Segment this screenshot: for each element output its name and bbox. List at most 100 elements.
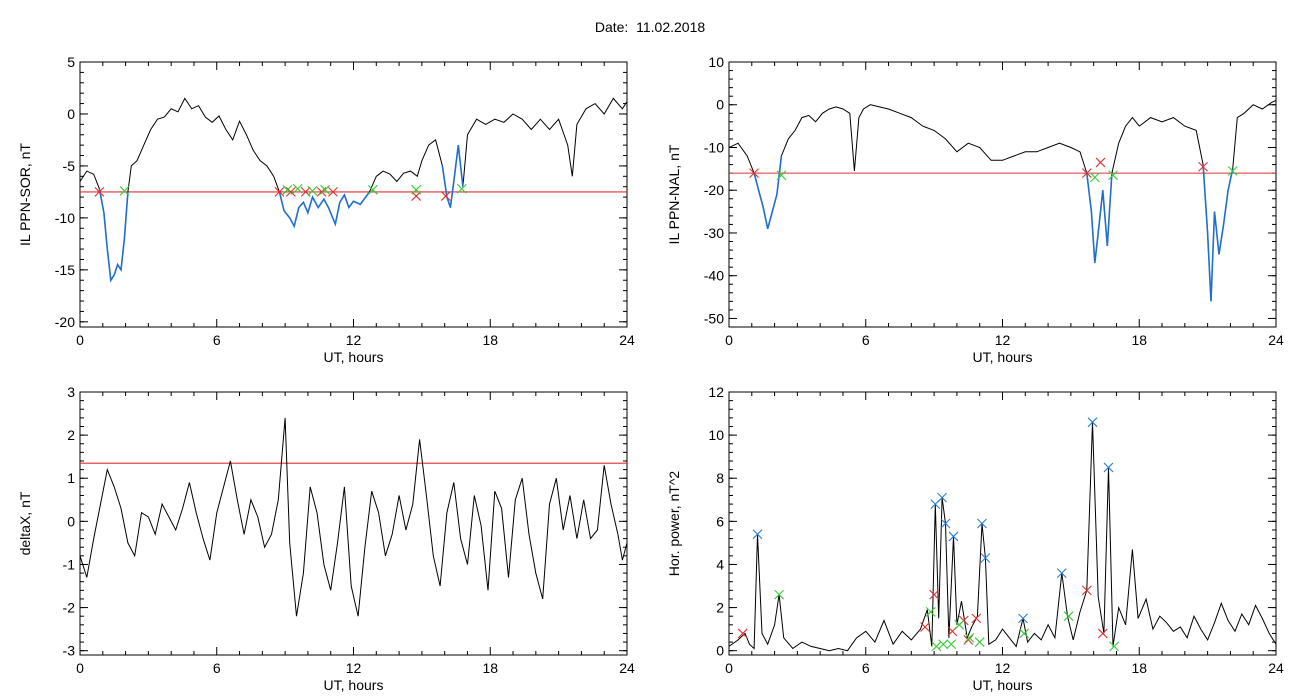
marker-green	[367, 184, 378, 195]
date-value: 11.02.2018	[636, 19, 706, 35]
marker-green-b	[1019, 628, 1030, 639]
marker-red-b	[440, 191, 451, 201]
marker-green-b	[1109, 641, 1120, 652]
marker-green-b	[411, 184, 422, 195]
y-tick-label: 4	[716, 556, 724, 572]
x-tick-label: 18	[482, 332, 498, 348]
marker-green	[292, 183, 303, 194]
marker-blue-b	[1087, 417, 1098, 428]
plot-frame	[728, 61, 1277, 328]
marker-green	[774, 589, 785, 600]
marker-green	[1108, 170, 1118, 181]
marker-red	[971, 613, 982, 624]
x-tick-label: 0	[76, 332, 84, 348]
y-tick-label: -5	[63, 158, 76, 174]
marker-red-b	[929, 589, 940, 600]
highlight-segment	[1086, 173, 1113, 263]
figure-title: Date: 11.02.2018	[0, 19, 1300, 35]
marker-blue-b	[940, 518, 951, 529]
x-tick-label: 12	[346, 332, 362, 348]
marker-red-b	[1081, 585, 1092, 596]
marker-red	[328, 187, 338, 197]
y-tick-label: -3	[63, 643, 76, 659]
y-axis-label: IL PPN-NAL, nT	[666, 144, 682, 244]
y-tick-label: 12	[708, 384, 724, 400]
marker-red	[963, 635, 974, 645]
marker-green-b	[119, 185, 130, 196]
marker-green-b	[292, 183, 303, 194]
y-tick-label: 0	[716, 643, 724, 659]
marker-green-b	[931, 641, 942, 652]
y-tick-label: -20	[704, 182, 724, 198]
marker-blue	[977, 518, 987, 529]
marker-green-b	[974, 637, 985, 647]
plot-frame	[79, 61, 628, 328]
x-tick-label: 18	[482, 660, 498, 676]
x-tick-label: 24	[619, 332, 635, 348]
marker-green	[964, 632, 975, 643]
marker-red	[94, 187, 105, 197]
y-tick-label: 1	[67, 470, 75, 486]
marker-green-b	[1063, 611, 1074, 622]
x-tick-label: 24	[619, 660, 635, 676]
x-tick-label: 6	[213, 660, 221, 676]
marker-red	[1198, 161, 1208, 172]
y-axis-label: IL PPN-SOR, nT	[17, 143, 33, 246]
y-tick-label: 2	[67, 427, 75, 443]
marker-red-b	[737, 628, 748, 639]
marker-green-b	[925, 606, 936, 617]
marker-red-b	[920, 622, 930, 632]
marker-red	[749, 168, 759, 179]
marker-blue	[1103, 462, 1114, 473]
y-tick-label: 10	[708, 54, 724, 70]
marker-green	[1019, 628, 1030, 639]
series-line	[80, 97, 627, 282]
x-tick-label: 0	[76, 660, 84, 676]
marker-green-b	[1108, 170, 1118, 181]
date-label: Date:	[594, 19, 629, 35]
marker-green	[1063, 611, 1074, 622]
y-tick-label: 5	[67, 54, 75, 70]
marker-red-b	[1081, 168, 1092, 179]
y-tick-label: 0	[67, 513, 75, 529]
marker-green-b	[776, 170, 787, 181]
marker-green	[282, 184, 293, 195]
marker-green	[320, 184, 330, 195]
highlight-segment	[1202, 164, 1234, 302]
marker-green	[946, 639, 957, 650]
marker-green	[925, 606, 936, 617]
marker-red-b	[1095, 157, 1106, 168]
marker-green	[307, 185, 318, 196]
x-tick-label: 24	[1268, 332, 1284, 348]
marker-red-b	[749, 168, 759, 179]
x-tick-label: 6	[862, 332, 870, 348]
series-line	[80, 417, 627, 617]
y-tick-label: -1	[63, 556, 76, 572]
x-axis-label: UT, hours	[973, 349, 1033, 365]
marker-red	[274, 187, 285, 197]
panel-hor-power: 0 6 12 18 24 12 10 8 6 4 2 0 UT, hours Hor. power, nT…	[666, 384, 1284, 693]
x-tick-label: 0	[725, 332, 733, 348]
marker-red-b	[274, 187, 285, 197]
y-tick-label: -30	[704, 225, 724, 241]
y-tick-label: 6	[716, 513, 724, 529]
marker-green	[411, 184, 422, 195]
x-tick-label: 6	[862, 660, 870, 676]
marker-blue-b	[980, 553, 991, 563]
series-line	[729, 422, 1276, 652]
x-axis-label: UT, hours	[973, 677, 1033, 693]
marker-red	[929, 589, 940, 600]
marker-blue	[937, 492, 947, 503]
x-tick-label: 6	[213, 332, 221, 348]
y-tick-label: 2	[716, 600, 724, 616]
marker-green	[974, 637, 985, 647]
marker-blue	[980, 553, 991, 563]
marker-red-b	[963, 635, 974, 645]
marker-green-b	[320, 184, 330, 195]
highlight-segment	[98, 188, 129, 283]
y-tick-label: 0	[716, 97, 724, 113]
marker-blue	[752, 529, 763, 540]
y-axis-label: deltaX, nT	[17, 491, 33, 555]
y-tick-label: -20	[55, 314, 75, 330]
y-axis-label: Hor. power, nT^2	[666, 471, 682, 577]
